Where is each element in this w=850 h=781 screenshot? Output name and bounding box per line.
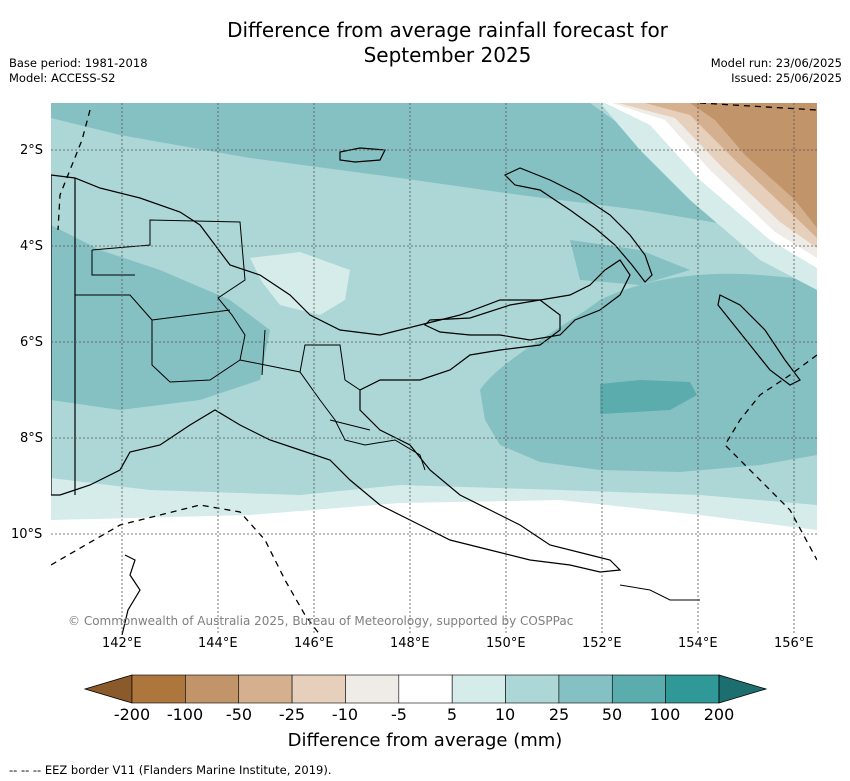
contour-minus50-ne	[690, 103, 817, 228]
lon-label-152: 152°E	[582, 636, 622, 651]
colorbar-extend-low	[83, 674, 133, 704]
colorbar-swatch	[611, 674, 666, 704]
new-ireland-coastline	[503, 167, 653, 283]
colorbar-swatch	[558, 674, 613, 704]
colorbar-swatch	[131, 674, 186, 704]
australia-coastline	[121, 554, 141, 635]
contour-neutral-south	[51, 500, 817, 635]
colorbar-swatch	[291, 674, 346, 704]
bougainville-coastline	[717, 294, 801, 386]
contour-50-100	[600, 380, 697, 414]
colorbar-tick: 5	[446, 705, 458, 724]
copyright-notice: © Commonwealth of Australia 2025, Bureau…	[68, 614, 574, 628]
colorbar-tick: 10	[494, 705, 516, 724]
lon-label-142: 142°E	[102, 636, 142, 651]
colorbar-tick: -200	[113, 705, 151, 724]
colorbar-tick: 25	[548, 705, 570, 724]
colorbar-swatch	[345, 674, 400, 704]
title-line-2: September 2025	[363, 43, 532, 67]
map-panel	[51, 103, 817, 635]
colorbar-tick: 200	[703, 705, 735, 724]
colorbar-tick: 100	[649, 705, 681, 724]
new-britain-coastline	[423, 259, 631, 341]
contour-5-10-inland	[250, 252, 350, 315]
colorbar-tick: 50	[601, 705, 623, 724]
lon-label-148: 148°E	[390, 636, 430, 651]
lat-label-4s: 4°S	[20, 239, 44, 254]
colorbar-swatch	[451, 674, 506, 704]
model-run: Model run: 23/06/2025	[710, 56, 842, 70]
colorbar-tick: -50	[225, 705, 253, 724]
run-info: Model run: 23/06/2025 Issued: 25/06/2025	[711, 56, 842, 86]
new-guinea-coastline	[51, 174, 622, 573]
model-info: Base period: 1981-2018 Model: ACCESS-S2	[9, 56, 148, 86]
lon-label-150: 150°E	[486, 636, 526, 651]
colorbar-tick: -100	[166, 705, 204, 724]
eez-border-north	[699, 103, 817, 111]
colorbar-swatch	[665, 674, 720, 704]
colorbar-label: Difference from average (mm)	[287, 730, 563, 751]
colorbar-swatch	[398, 674, 453, 704]
eez-border-west	[57, 109, 91, 231]
lat-label-10s: 10°S	[11, 527, 43, 542]
manus-coastline	[339, 147, 386, 163]
colorbar-swatch	[238, 674, 293, 704]
graticule	[51, 103, 817, 635]
lat-label-2s: 2°S	[20, 143, 44, 158]
model-name: Model: ACCESS-S2	[9, 71, 116, 85]
lon-label-156: 156°E	[774, 636, 814, 651]
colorbar-tick: -25	[278, 705, 306, 724]
contour-25-50-west	[51, 225, 270, 410]
lon-label-146: 146°E	[294, 636, 334, 651]
colorbar-tick: -5	[391, 705, 407, 724]
base-period: Base period: 1981-2018	[9, 56, 148, 70]
map-title: Difference from average rainfall forecas…	[150, 18, 745, 68]
lat-label-8s: 8°S	[20, 431, 44, 446]
louisiade-islands	[619, 584, 700, 601]
eez-legend-note: -- -- -- EEZ border V11 (Flanders Marine…	[9, 763, 332, 777]
title-line-1: Difference from average rainfall forecas…	[227, 18, 668, 42]
provincial-borders	[75, 219, 426, 471]
colorbar	[83, 674, 768, 704]
lon-label-144: 144°E	[198, 636, 238, 651]
eez-border-south	[51, 504, 321, 635]
colorbar-extend-high	[718, 674, 768, 704]
lat-label-6s: 6°S	[20, 335, 44, 350]
lon-label-154: 154°E	[678, 636, 718, 651]
contour-25-50-north	[51, 103, 817, 250]
colorbar-tick: -10	[331, 705, 359, 724]
colorbar-swatch	[505, 674, 560, 704]
colorbar-swatch	[185, 674, 240, 704]
issued-date: Issued: 25/06/2025	[731, 71, 842, 85]
